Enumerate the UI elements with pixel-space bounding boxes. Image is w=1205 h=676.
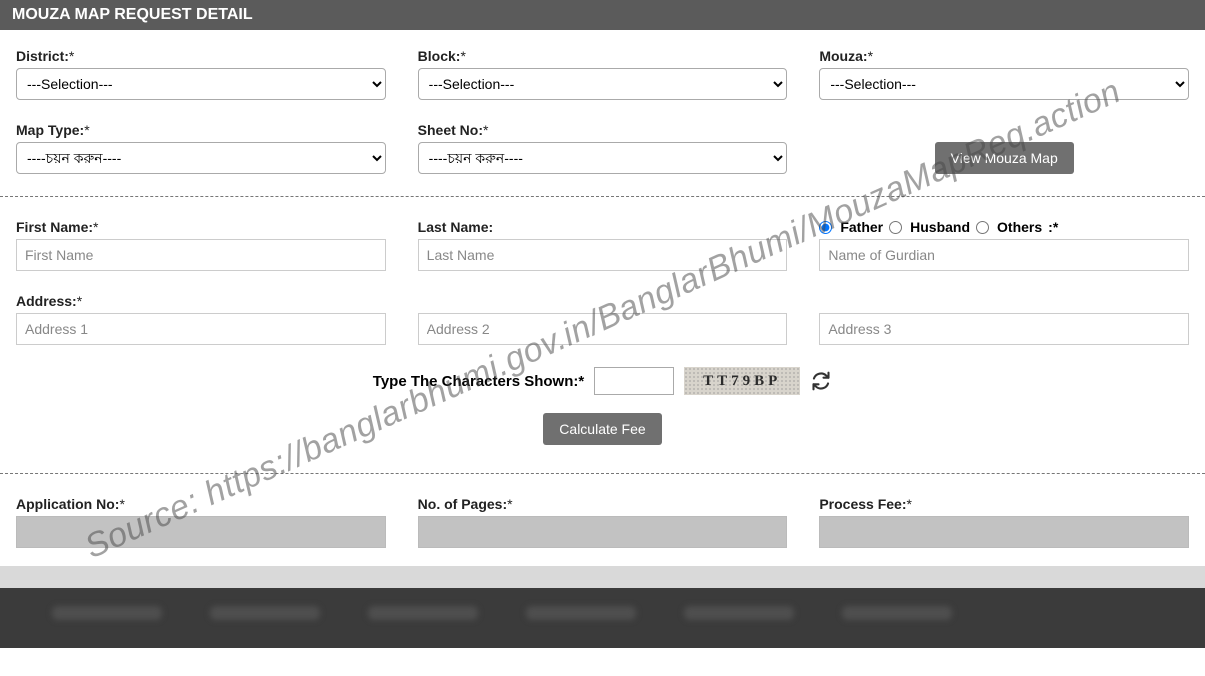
district-select[interactable]: ---Selection--- — [16, 68, 386, 100]
footer — [0, 588, 1205, 648]
guardian-star: :* — [1048, 219, 1058, 235]
lastname-label: Last Name: — [418, 219, 788, 235]
guardian-input[interactable] — [819, 239, 1189, 271]
firstname-col: First Name:* — [16, 219, 386, 271]
form-area: District:* ---Selection--- Block:* ---Se… — [0, 30, 1205, 174]
divider-2 — [0, 473, 1205, 474]
page-header: MOUZA MAP REQUEST DETAIL — [0, 0, 1205, 30]
pages-input — [418, 516, 788, 548]
captcha-label: Type The Characters Shown:* — [373, 373, 584, 390]
fee-input — [819, 516, 1189, 548]
husband-radio[interactable] — [889, 221, 902, 234]
husband-label: Husband — [910, 219, 970, 235]
sheetno-select[interactable]: ----চয়ন করুন---- — [418, 142, 788, 174]
father-radio[interactable] — [819, 221, 832, 234]
results-area: Application No:* No. of Pages:* Process … — [0, 496, 1205, 548]
viewmap-col: View Mouza Map — [819, 142, 1189, 174]
footer-item — [210, 606, 320, 620]
others-label: Others — [997, 219, 1042, 235]
block-select[interactable]: ---Selection--- — [418, 68, 788, 100]
calculate-fee-button[interactable]: Calculate Fee — [543, 413, 661, 445]
mouza-select[interactable]: ---Selection--- — [819, 68, 1189, 100]
row-map: Map Type:* ----চয়ন করুন---- Sheet No:* … — [16, 122, 1189, 174]
address3-input[interactable] — [819, 313, 1189, 345]
calculate-wrap: Calculate Fee — [16, 413, 1189, 445]
captcha-image: TT79BP — [684, 367, 800, 395]
row-results: Application No:* No. of Pages:* Process … — [16, 496, 1189, 548]
others-radio[interactable] — [976, 221, 989, 234]
footer-item — [842, 606, 952, 620]
footer-item — [368, 606, 478, 620]
address2-col: . — [418, 293, 788, 345]
maptype-select[interactable]: ----চয়ন করুন---- — [16, 142, 386, 174]
lastname-input[interactable] — [418, 239, 788, 271]
address1-col: Address:* — [16, 293, 386, 345]
pages-col: No. of Pages:* — [418, 496, 788, 548]
footer-item — [52, 606, 162, 620]
captcha-refresh-icon[interactable] — [810, 370, 832, 392]
mouza-label: Mouza:* — [819, 48, 1189, 64]
address-label: Address:* — [16, 293, 386, 309]
block-col: Block:* ---Selection--- — [418, 48, 788, 100]
appno-input — [16, 516, 386, 548]
row-name: First Name:* Last Name: Father Husband O… — [16, 219, 1189, 271]
captcha-row: Type The Characters Shown:* TT79BP — [16, 367, 1189, 395]
guardian-col: Father Husband Others :* — [819, 219, 1189, 271]
lastname-col: Last Name: — [418, 219, 788, 271]
father-label: Father — [840, 219, 883, 235]
appno-label: Application No:* — [16, 496, 386, 512]
mouza-col: Mouza:* ---Selection--- — [819, 48, 1189, 100]
sheetno-col: Sheet No:* ----চয়ন করুন---- — [418, 122, 788, 174]
fee-label: Process Fee:* — [819, 496, 1189, 512]
captcha-input[interactable] — [594, 367, 674, 395]
sheetno-label: Sheet No:* — [418, 122, 788, 138]
firstname-input[interactable] — [16, 239, 386, 271]
firstname-label: First Name:* — [16, 219, 386, 235]
appno-col: Application No:* — [16, 496, 386, 548]
guardian-radios: Father Husband Others :* — [819, 219, 1189, 235]
footer-item — [684, 606, 794, 620]
page-title: MOUZA MAP REQUEST DETAIL — [12, 6, 253, 23]
row-location: District:* ---Selection--- Block:* ---Se… — [16, 48, 1189, 100]
district-col: District:* ---Selection--- — [16, 48, 386, 100]
gray-strip — [0, 566, 1205, 588]
fee-col: Process Fee:* — [819, 496, 1189, 548]
address3-col: . — [819, 293, 1189, 345]
address2-input[interactable] — [418, 313, 788, 345]
address1-input[interactable] — [16, 313, 386, 345]
divider-1 — [0, 196, 1205, 197]
view-mouza-map-button[interactable]: View Mouza Map — [935, 142, 1074, 174]
block-label: Block:* — [418, 48, 788, 64]
footer-item — [526, 606, 636, 620]
row-address: Address:* . . — [16, 293, 1189, 345]
maptype-col: Map Type:* ----চয়ন করুন---- — [16, 122, 386, 174]
district-label: District:* — [16, 48, 386, 64]
person-area: First Name:* Last Name: Father Husband O… — [0, 219, 1205, 445]
pages-label: No. of Pages:* — [418, 496, 788, 512]
maptype-label: Map Type:* — [16, 122, 386, 138]
